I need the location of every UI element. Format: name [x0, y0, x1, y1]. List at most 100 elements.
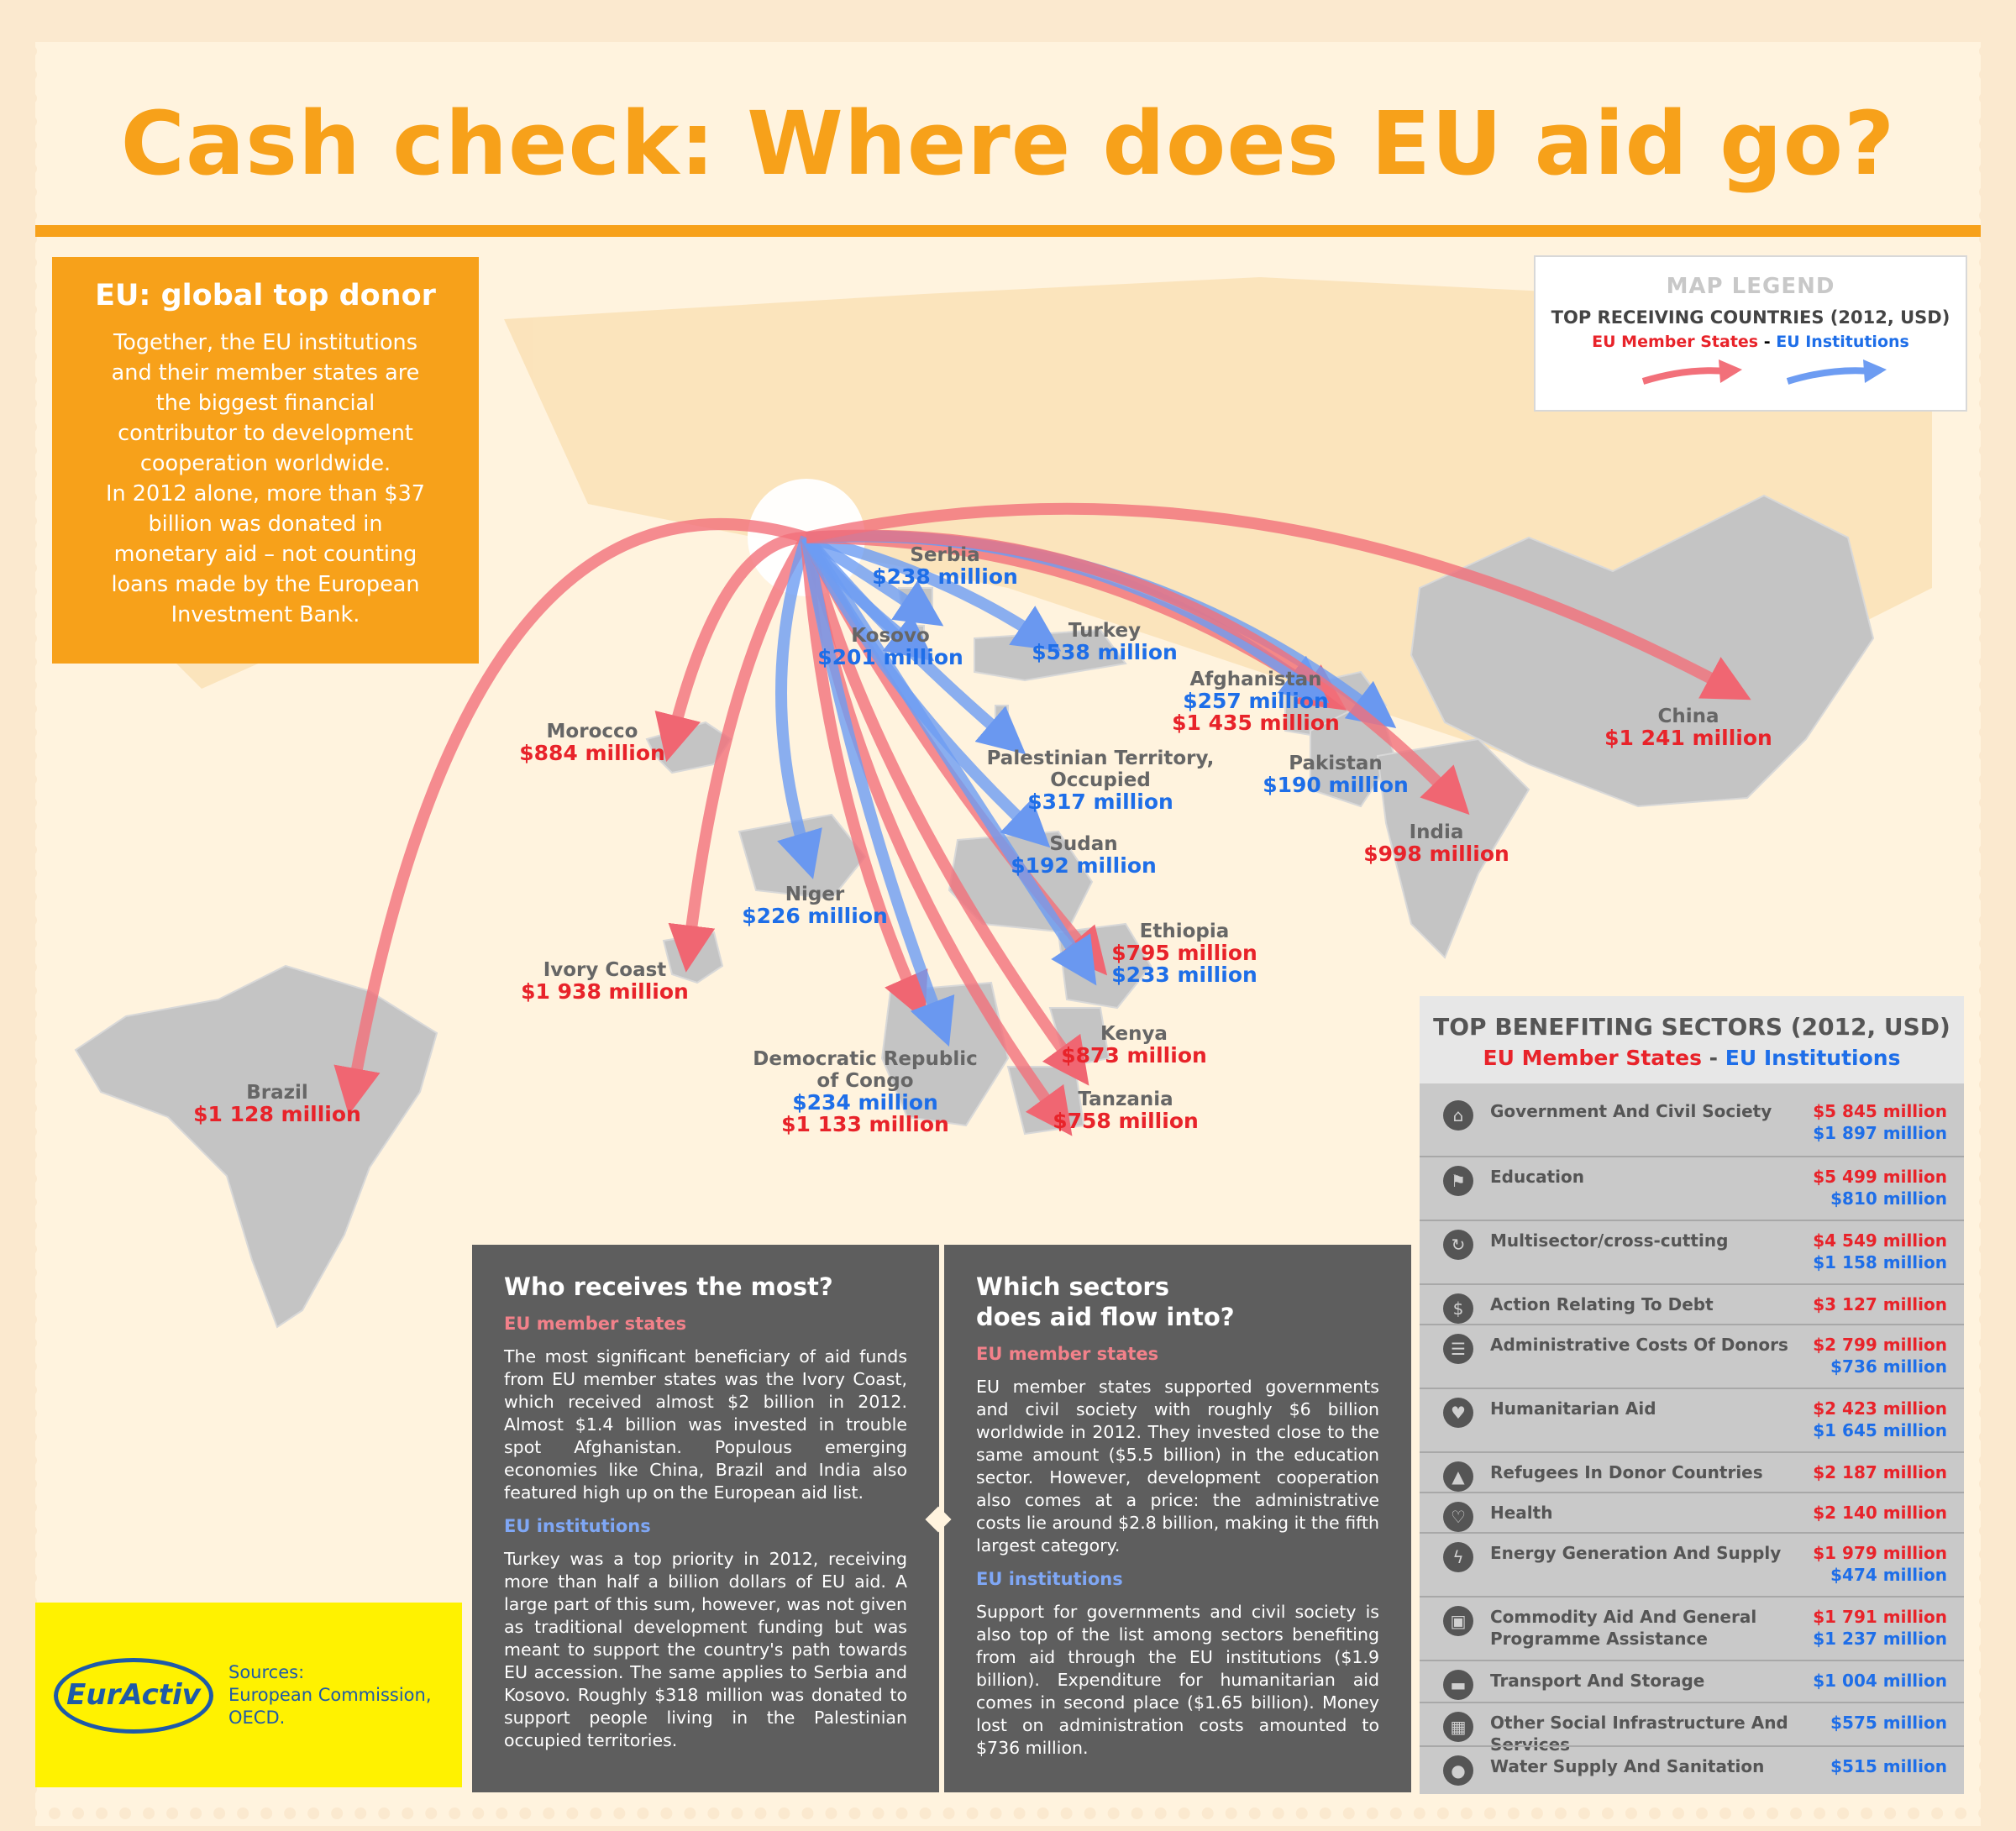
sector-member-amount: $4 549 million: [1813, 1230, 1947, 1251]
which-heading-line: does aid flow into?: [976, 1303, 1235, 1331]
lightning-icon: ϟ: [1443, 1542, 1473, 1572]
member-amount: $1 435 million: [1172, 711, 1340, 735]
which-heading-line: Which sectors: [976, 1272, 1169, 1301]
sector-name: Multisector/cross-cutting: [1490, 1230, 1843, 1251]
sector-member-amount: $2 187 million: [1813, 1462, 1947, 1482]
sector-name: Water Supply And Sanitation: [1490, 1755, 1843, 1777]
arrow-to-india: [806, 529, 1470, 816]
sector-name-line: Commodity Aid And General: [1490, 1607, 1757, 1627]
label-pakistan: Pakistan $190 million: [1243, 753, 1428, 796]
sectors-institutions: EU Institutions: [1725, 1046, 1901, 1070]
sector-institution-amount: $474 million: [1830, 1565, 1947, 1585]
sector-name-line: Humanitarian Aid: [1490, 1398, 1656, 1419]
which-institutions-heading: EU institutions: [976, 1569, 1123, 1589]
aid-flow-arrows: [333, 502, 1751, 1136]
legend-red-arrowhead: [1719, 359, 1742, 383]
country-name: Ivory Coast: [543, 959, 667, 981]
label-niger: Niger $226 million: [722, 884, 907, 927]
sector-institution-amount: $1 897 million: [1813, 1123, 1947, 1143]
title-divider: [35, 225, 1981, 237]
sector-member-amount: $3 127 million: [1813, 1294, 1947, 1314]
sector-name: Education: [1490, 1166, 1843, 1188]
package-icon: ▣: [1443, 1606, 1473, 1636]
country-name: Democratic Republic: [753, 1048, 978, 1070]
member-amount: $1 133 million: [781, 1112, 949, 1136]
label-tanzania: Tanzania $758 million: [1033, 1089, 1218, 1132]
sectors-subtitle: EU Member States - EU Institutions: [1420, 1046, 1964, 1070]
who-institutions-text: Turkey was a top priority in 2012, recei…: [504, 1549, 907, 1750]
country-name: Morocco: [546, 721, 638, 742]
member-amount: $884 million: [519, 741, 665, 765]
sources-text: Sources: European Commission, OECD.: [228, 1661, 447, 1729]
legend-institutions: EU Institutions: [1776, 333, 1909, 351]
label-serbia: Serbia $238 million: [857, 544, 1033, 588]
sector-name: Health: [1490, 1502, 1843, 1524]
sector-name-line: Administrative Costs Of Donors: [1490, 1335, 1788, 1355]
label-palestinian-territory: Palestinian Territory, Occupied $317 mil…: [958, 748, 1243, 813]
sector-member-amount: $5 499 million: [1813, 1167, 1947, 1187]
country-name: Palestinian Territory,: [986, 748, 1215, 769]
arrow-to-dr-congo-blue: [801, 536, 955, 1047]
tent-icon: ▲: [1443, 1461, 1473, 1492]
sector-institution-amount: $736 million: [1830, 1356, 1947, 1377]
intro-line: cooperation worldwide.: [139, 451, 391, 476]
sector-name: Commodity Aid And General Programme Assis…: [1490, 1606, 1843, 1650]
sector-row: ⚑ Education $5 499 million $810 million: [1420, 1156, 1964, 1221]
intro-line: Together, the EU institutions: [113, 330, 417, 355]
sector-institution-amount: $515 million: [1830, 1756, 1947, 1776]
heartbeat-icon: ♡: [1443, 1502, 1473, 1532]
label-sudan: Sudan $192 million: [991, 833, 1176, 877]
which-institutions-text: Support for governments and civil societ…: [976, 1602, 1379, 1758]
sector-name: Refugees In Donor Countries: [1490, 1461, 1843, 1483]
top-sectors-table: TOP BENEFITING SECTORS (2012, USD) EU Me…: [1420, 996, 1964, 1794]
institution-amount: $257 million: [1183, 689, 1329, 713]
country-name: Brazil: [246, 1082, 308, 1104]
sector-name: Transport And Storage: [1490, 1670, 1843, 1692]
legend-keys: EU Member States - EU Institutions: [1536, 333, 1966, 351]
sector-name-line: Refugees In Donor Countries: [1490, 1462, 1763, 1482]
sector-institution-amount: $1 645 million: [1813, 1420, 1947, 1440]
sector-member-amount: $1 791 million: [1813, 1607, 1947, 1627]
sector-row: ♥ Humanitarian Aid $2 423 million $1 645 mi…: [1420, 1388, 1964, 1453]
sector-name: Energy Generation And Supply: [1490, 1542, 1843, 1564]
institution-amount: $317 million: [1027, 790, 1173, 814]
sector-name-line: Other Social Infrastructure And Services: [1490, 1713, 1788, 1755]
intro-line: and their member states are: [111, 360, 420, 386]
sector-name-line: Transport And Storage: [1490, 1671, 1705, 1691]
label-india: India $998 million: [1344, 821, 1529, 865]
member-amount: $873 million: [1061, 1043, 1207, 1068]
euractiv-logo: EurActiv: [54, 1658, 213, 1734]
label-morocco: Morocco $884 million: [504, 721, 680, 764]
sector-row: ⌂ Government And Civil Society $5 845 mill…: [1420, 1092, 1964, 1156]
arrow-to-kosovo: [801, 534, 935, 662]
country-name: India: [1409, 821, 1464, 843]
sector-member-amount: $5 845 million: [1813, 1101, 1947, 1121]
sector-name-line: Programme Assistance: [1490, 1629, 1708, 1649]
arrow-to-ivory-coast: [668, 534, 811, 973]
arrow-to-morocco: [654, 532, 807, 763]
sector-name-line: Government And Civil Society: [1490, 1101, 1772, 1121]
sector-row: ☰ Administrative Costs Of Donors $2 799 mi…: [1420, 1324, 1964, 1389]
legend-arrows: [1641, 359, 1887, 385]
cycle-icon: ↻: [1443, 1230, 1473, 1260]
who-receives-panel: Who receives the most? EU member states …: [472, 1245, 939, 1792]
institution-amount: $234 million: [792, 1090, 938, 1115]
institution-amount: $238 million: [872, 564, 1018, 589]
intro-box: EU: global top donor Together, the EU in…: [52, 257, 479, 664]
sector-name: Humanitarian Aid: [1490, 1398, 1843, 1419]
legend-title: MAP LEGEND: [1666, 274, 1835, 299]
who-members-heading: EU member states: [504, 1314, 687, 1334]
sources-line: European Commission,: [228, 1685, 432, 1705]
institution-amount: $190 million: [1263, 773, 1409, 797]
sector-row: ▦ Other Social Infrastructure And Service…: [1420, 1702, 1964, 1755]
legend-separator: -: [1758, 333, 1777, 351]
label-brazil: Brazil $1 128 million: [185, 1082, 370, 1125]
arrow-to-china: [805, 502, 1751, 700]
country-name: Tanzania: [1078, 1089, 1173, 1110]
page-title: Cash check: Where does EU aid go?: [120, 92, 1896, 195]
member-amount: $758 million: [1053, 1109, 1199, 1133]
label-kosovo: Kosovo $201 million: [798, 625, 983, 669]
arrow-to-kenya: [801, 536, 1089, 1086]
sector-institution-amount: $810 million: [1830, 1188, 1947, 1209]
sector-institution-amount: $575 million: [1830, 1713, 1947, 1733]
